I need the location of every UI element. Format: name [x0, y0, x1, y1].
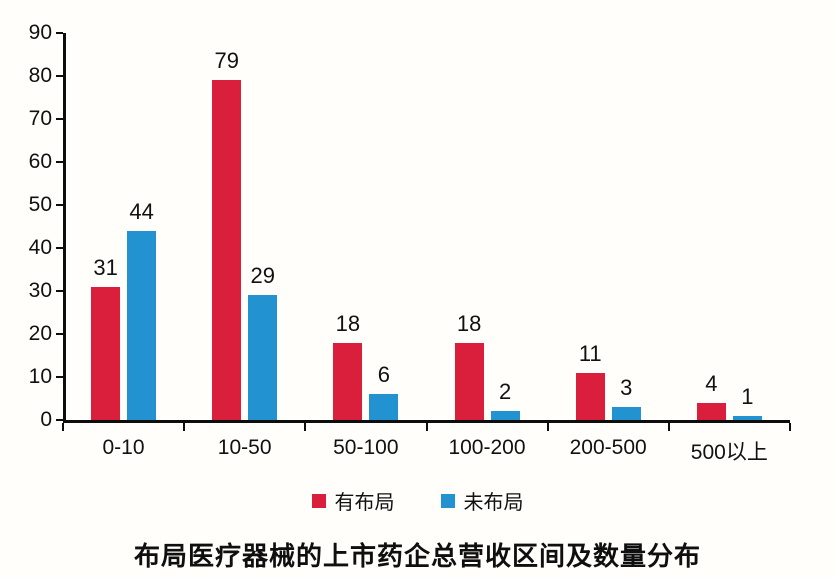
y-axis-line	[63, 33, 66, 423]
y-tick-label: 40	[28, 236, 52, 259]
x-tick-mark	[789, 423, 791, 431]
chart-title: 布局医疗器械的上市药企总营收区间及数量分布	[133, 541, 701, 571]
bar-laid-out-cat5	[696, 402, 726, 420]
bar-value-label: 6	[377, 362, 391, 388]
legend: 有布局 未布局	[0, 486, 835, 515]
y-tick-label: 70	[28, 107, 52, 130]
bar-value-label: 18	[456, 310, 482, 336]
bar-not-laid-out-cat5	[732, 415, 762, 420]
y-tick-label: 80	[28, 64, 52, 87]
bar-value-label: 1	[741, 383, 754, 409]
y-tick-mark	[56, 204, 63, 206]
bar-value-label: 79	[214, 48, 239, 74]
bar-value-label: 3	[620, 375, 633, 401]
legend-swatch-icon	[440, 493, 455, 508]
y-tick-mark	[56, 118, 63, 120]
y-tick-label: 60	[28, 150, 52, 173]
x-category-label: 100-200	[448, 436, 526, 459]
y-tick-label: 20	[28, 322, 52, 345]
y-tick-mark	[56, 290, 63, 292]
y-tick-label: 0	[40, 408, 52, 431]
y-tick-label: 30	[28, 279, 52, 302]
bar-not-laid-out-cat0	[127, 230, 157, 420]
y-tick-mark	[56, 75, 63, 77]
y-tick-mark	[56, 376, 63, 378]
legend-label: 未布局	[463, 492, 524, 514]
legend-item-laid-out: 有布局	[311, 486, 395, 515]
y-tick-label: 90	[28, 21, 52, 44]
legend-item-not-laid-out: 未布局	[440, 486, 524, 515]
bar-laid-out-cat2	[333, 342, 363, 420]
bar-laid-out-cat0	[91, 286, 121, 420]
y-tick-mark	[56, 161, 63, 163]
x-tick-mark	[667, 423, 670, 431]
bar-value-label: 4	[705, 370, 718, 396]
y-tick-label: 10	[28, 365, 52, 388]
y-tick-label: 50	[28, 193, 52, 216]
x-category-label: 10-50	[217, 436, 272, 459]
bar-not-laid-out-cat3	[490, 411, 520, 420]
y-tick-mark	[56, 32, 63, 34]
bar-value-label: 11	[578, 340, 602, 366]
x-tick-mark	[62, 423, 64, 431]
x-category-label: 200-500	[569, 436, 647, 459]
x-tick-mark	[546, 423, 549, 431]
x-tick-mark	[304, 423, 307, 431]
bar-not-laid-out-cat4	[611, 407, 641, 420]
x-category-label: 0-10	[102, 436, 145, 459]
bar-value-label: 29	[250, 263, 275, 289]
bar-not-laid-out-cat1	[248, 295, 278, 420]
y-tick-mark	[56, 419, 63, 421]
bar-value-label: 31	[93, 254, 118, 280]
x-tick-mark	[183, 423, 186, 431]
bar-laid-out-cat4	[575, 372, 605, 420]
bar-laid-out-cat1	[212, 80, 242, 420]
bar-value-label: 44	[129, 198, 154, 224]
bar-value-label: 2	[498, 379, 512, 405]
x-category-label: 500以上	[690, 441, 768, 464]
y-tick-mark	[56, 247, 63, 249]
x-tick-mark	[425, 423, 428, 431]
legend-swatch-icon	[311, 493, 326, 508]
legend-label: 有布局	[334, 492, 395, 514]
x-axis-line	[63, 420, 790, 423]
bar-not-laid-out-cat2	[369, 394, 399, 420]
x-category-label: 50-100	[333, 436, 399, 459]
bar-laid-out-cat3	[454, 342, 484, 420]
bar-value-label: 18	[335, 310, 361, 336]
y-tick-mark	[56, 333, 63, 335]
